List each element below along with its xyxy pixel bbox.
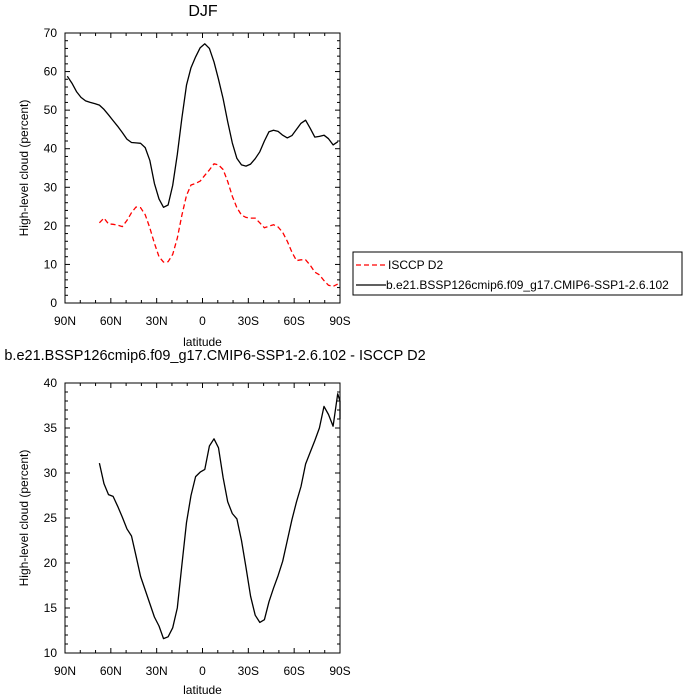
- bottom-x-tick-label: 30N: [146, 664, 168, 678]
- top-y-tick-label: 20: [44, 219, 58, 233]
- top-x-tick-label: 30N: [146, 314, 168, 328]
- top-x-tick-label: 0: [199, 314, 206, 328]
- top-x-tick-label: 60S: [283, 314, 304, 328]
- top-x-tick-label: 90S: [329, 314, 350, 328]
- bottom-ticks-layer: 90N 60N 30N 0 30S 60S 90S 10 15 20 25 30 35 40: [44, 376, 351, 678]
- bottom-x-tick-label: 60S: [283, 664, 304, 678]
- bottom-y-tick-label: 10: [44, 646, 58, 660]
- top-y-tick-label: 0: [50, 296, 57, 310]
- top-series-line-1: [66, 43, 339, 208]
- top-chart-title: DJF: [188, 3, 218, 20]
- top-series-layer: [66, 43, 339, 288]
- top-x-tick-label: 60N: [100, 314, 122, 328]
- top-plot-frame: [64, 32, 341, 304]
- bottom-y-axis-label: High-level cloud (percent): [17, 450, 31, 587]
- legend: ISCCP D2 b.e21.BSSP126cmip6.f09_g17.CMIP…: [352, 251, 683, 296]
- bottom-y-tick-label: 40: [44, 376, 58, 390]
- top-y-tick-label: 10: [44, 257, 58, 271]
- top-chart-panel: DJF 90N 60N 30N 0 30S 60S 90S 0 10 20 30 40 50 60 70 l…: [17, 3, 351, 349]
- legend-label-isccp: ISCCP D2: [388, 258, 443, 272]
- top-x-tick-label: 90N: [54, 314, 76, 328]
- top-y-tick-label: 50: [44, 103, 58, 117]
- bottom-chart-title: b.e21.BSSP126cmip6.f09_g17.CMIP6-SSP1-2.…: [4, 348, 425, 364]
- top-y-tick-label: 40: [44, 142, 58, 156]
- bottom-x-tick-label: 90S: [329, 664, 350, 678]
- bottom-series-line-0: [98, 393, 341, 640]
- bottom-x-tick-label: 30S: [238, 664, 259, 678]
- bottom-y-tick-label: 20: [44, 556, 58, 570]
- top-x-axis-label: latitude: [183, 335, 222, 349]
- legend-label-model: b.e21.BSSP126cmip6.f09_g17.CMIP6-SSP1-2.…: [386, 278, 669, 292]
- bottom-chart-panel: b.e21.BSSP126cmip6.f09_g17.CMIP6-SSP1-2.…: [4, 348, 425, 697]
- bottom-plot-frame: [64, 382, 341, 654]
- bottom-x-tick-label: 0: [199, 664, 206, 678]
- bottom-y-tick-label: 15: [44, 601, 58, 615]
- bottom-y-tick-label: 30: [44, 466, 58, 480]
- top-series-line-0: [98, 163, 338, 288]
- bottom-x-tick-label: 90N: [54, 664, 76, 678]
- bottom-x-axis-label: latitude: [183, 683, 222, 697]
- top-y-tick-label: 70: [44, 26, 58, 40]
- bottom-series-layer: [98, 393, 341, 640]
- bottom-y-tick-label: 25: [44, 511, 58, 525]
- bottom-x-tick-label: 60N: [100, 664, 122, 678]
- top-y-tick-label: 30: [44, 180, 58, 194]
- legend-box: [352, 251, 683, 296]
- bottom-y-tick-label: 35: [44, 421, 58, 435]
- top-x-tick-label: 30S: [238, 314, 259, 328]
- top-ticks-layer: 90N 60N 30N 0 30S 60S 90S 0 10 20 30 40 50 60 70: [44, 26, 351, 328]
- top-y-axis-label: High-level cloud (percent): [17, 100, 31, 237]
- top-y-tick-label: 60: [44, 65, 58, 79]
